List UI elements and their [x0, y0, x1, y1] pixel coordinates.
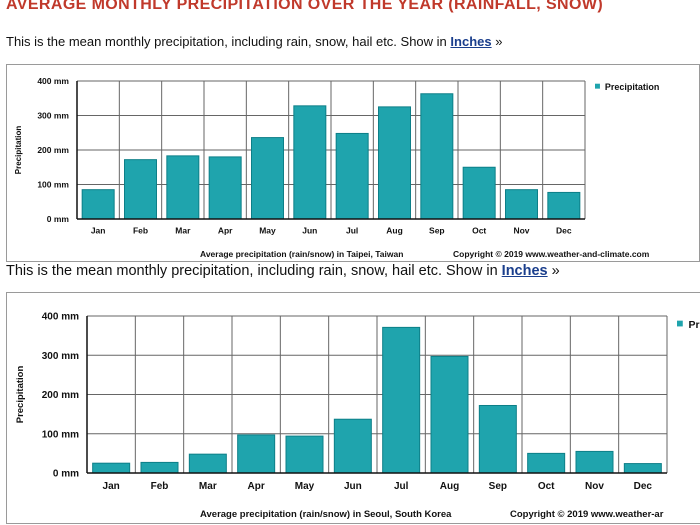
x-tick-label: Jun: [302, 226, 317, 236]
bar-feb: [140, 461, 179, 474]
x-tick-label: Mar: [199, 481, 217, 492]
x-tick-label: Jul: [394, 481, 409, 492]
page-title: AVERAGE MONTHLY PRECIPITATION OVER THE Y…: [6, 0, 604, 13]
chart-caption: Average precipitation (rain/snow) in Seo…: [200, 509, 452, 520]
x-tick-label: Oct: [472, 226, 486, 236]
y-axis-label: Precipitation: [14, 126, 23, 175]
bar-jan: [92, 462, 131, 474]
bar-dec: [547, 191, 581, 220]
x-tick-label: May: [259, 226, 276, 236]
x-tick-label: Aug: [440, 481, 459, 492]
y-tick-label: 200 mm: [42, 390, 79, 401]
bar-apr: [208, 156, 242, 220]
x-tick-label: Feb: [133, 226, 148, 236]
seoul-chart: 0 mm 100 mm 200 mm 300 mm 400 mm Jan Feb Mar Apr…: [6, 292, 700, 524]
bar-sep: [478, 404, 517, 474]
legend-label: Precipitation: [605, 82, 660, 92]
bar-nov: [575, 450, 614, 474]
legend-label: Pr: [689, 319, 700, 331]
y-tick-label: 300 mm: [37, 110, 69, 120]
x-tick-label: Sep: [489, 481, 507, 492]
bar-jun: [333, 418, 372, 474]
y-tick-label: 100 mm: [42, 429, 79, 440]
intro-text-2: This is the mean monthly precipitation, …: [6, 263, 560, 279]
intro-text-2-body: This is the mean monthly precipitation, …: [6, 263, 502, 279]
y-tick-label: 300 mm: [42, 351, 79, 362]
x-tick-label: Jan: [103, 481, 120, 492]
bar-aug: [378, 106, 411, 220]
inches-link-1[interactable]: Inches: [450, 34, 492, 49]
bar-nov: [505, 189, 538, 220]
x-tick-label: Jan: [91, 226, 106, 236]
x-tick-label: Aug: [386, 226, 403, 236]
x-tick-label: Sep: [429, 226, 445, 236]
y-axis-label: Precipitation: [15, 366, 26, 424]
x-tick-label: Nov: [513, 226, 529, 236]
bar-feb: [124, 159, 157, 220]
x-tick-label: Dec: [556, 226, 572, 236]
x-tick-label: Jul: [346, 226, 358, 236]
bar-dec: [623, 463, 662, 474]
intro-text-1-body: This is the mean monthly precipitation, …: [6, 34, 451, 49]
y-tick-label: 400 mm: [37, 76, 69, 86]
intro-text-1-suffix: »: [491, 34, 503, 49]
seoul-chart-svg: 0 mm 100 mm 200 mm 300 mm 400 mm Jan Feb Mar Apr…: [15, 312, 700, 521]
chart-copyright: Copyright © 2019 www.weather-ar: [510, 509, 664, 520]
bar-may: [251, 137, 284, 220]
x-tick-label: Apr: [218, 226, 233, 236]
y-tick-label: 0 mm: [53, 469, 79, 480]
bar-oct: [527, 452, 566, 474]
page-header: AVERAGE MONTHLY PRECIPITATION OVER THE Y…: [0, 0, 700, 20]
x-tick-label: Nov: [585, 481, 604, 492]
intro-text-1: This is the mean monthly precipitation, …: [6, 34, 502, 49]
x-tick-label: Dec: [634, 481, 653, 492]
chart-copyright: Copyright © 2019 www.weather-and-climate…: [453, 249, 650, 259]
inches-link-2[interactable]: Inches: [501, 263, 548, 279]
bar-oct: [462, 166, 496, 220]
bar-jul: [335, 132, 369, 220]
legend-swatch: [595, 83, 600, 89]
taipei-chart: 0 mm 100 mm 200 mm 300 mm 400 mm Jan Feb Mar Apr…: [6, 64, 700, 262]
bar-jan: [81, 189, 115, 220]
chart-caption: Average precipitation (rain/snow) in Tai…: [200, 249, 403, 259]
bar-may: [285, 435, 324, 474]
bar-apr: [237, 434, 276, 474]
bar-sep: [420, 93, 454, 220]
y-tick-label: 400 mm: [42, 312, 79, 323]
x-tick-label: Mar: [175, 226, 191, 236]
bar-mar: [166, 155, 200, 220]
x-tick-label: May: [295, 481, 315, 492]
bar-jul: [382, 326, 421, 474]
intro-text-2-suffix: »: [547, 263, 560, 279]
bar-mar: [188, 453, 227, 474]
y-tick-label: 200 mm: [37, 145, 69, 155]
bar-aug: [430, 355, 469, 474]
x-tick-label: Oct: [538, 481, 555, 492]
x-tick-label: Apr: [248, 481, 265, 492]
y-tick-label: 100 mm: [37, 179, 69, 189]
legend-swatch: [677, 320, 683, 327]
bar-jun: [293, 105, 327, 220]
taipei-chart-svg: 0 mm 100 mm 200 mm 300 mm 400 mm Jan Feb Mar Apr…: [14, 76, 660, 259]
x-tick-label: Jun: [344, 481, 362, 492]
x-tick-label: Feb: [151, 481, 169, 492]
y-tick-label: 0 mm: [47, 214, 70, 224]
